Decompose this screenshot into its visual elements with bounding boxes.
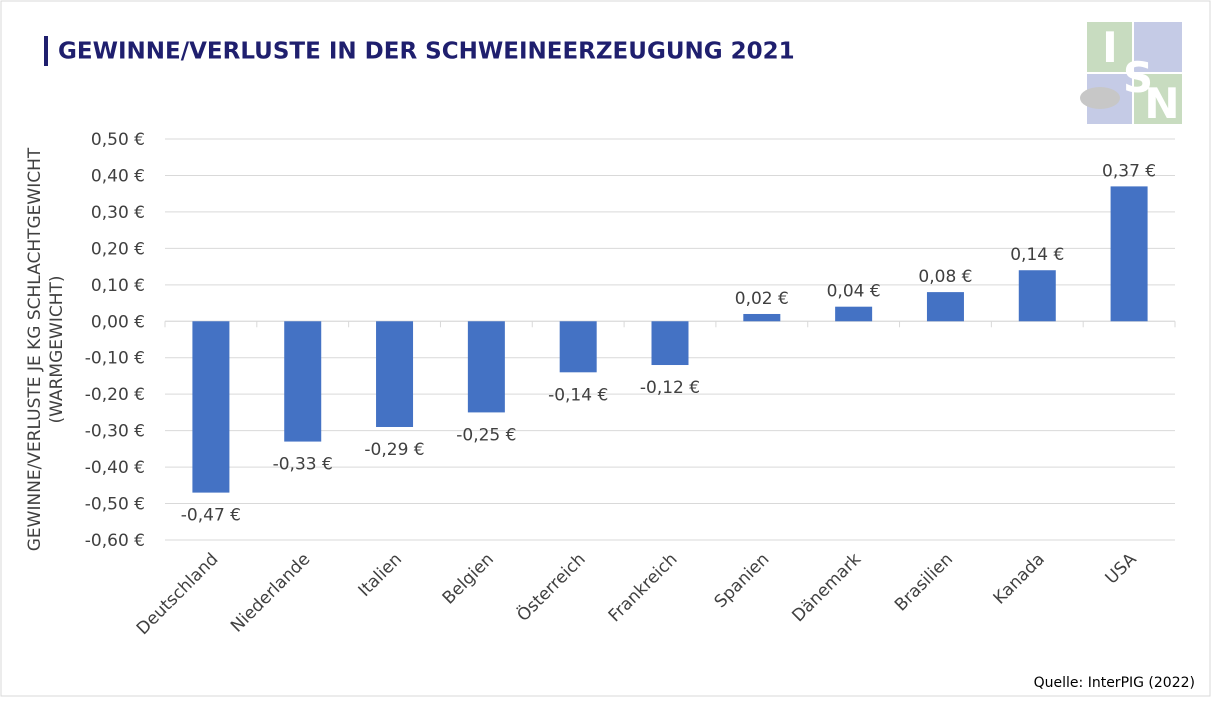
- y-tick-label: -0,60 €: [85, 531, 145, 551]
- value-label: 0,08 €: [918, 267, 972, 287]
- y-tick-label: 0,10 €: [91, 276, 145, 296]
- y-axis-label: GEWINNE/VERLUSTE JE KG SCHLACHTGEWICHT: [25, 147, 45, 551]
- bar: [926, 292, 964, 322]
- bar: [743, 313, 781, 322]
- y-axis-label: (WARMGEWICHT): [47, 275, 67, 423]
- value-label: 0,14 €: [1010, 245, 1064, 265]
- bar: [284, 321, 322, 442]
- logo: I S N: [1080, 22, 1182, 128]
- value-label: -0,33 €: [273, 455, 333, 475]
- y-tick-label: -0,30 €: [85, 422, 145, 442]
- bar: [376, 321, 414, 427]
- logo-letter: S: [1123, 53, 1153, 102]
- title-bar: [44, 36, 48, 66]
- logo-letter: N: [1144, 79, 1179, 128]
- bar: [835, 306, 873, 322]
- y-tick-label: 0,00 €: [91, 312, 145, 332]
- bar: [1110, 186, 1148, 322]
- value-label: 0,02 €: [735, 289, 789, 309]
- logo-letter: I: [1102, 23, 1118, 72]
- y-tick-label: -0,40 €: [85, 458, 145, 478]
- value-label: -0,25 €: [456, 425, 516, 445]
- y-tick-label: -0,20 €: [85, 385, 145, 405]
- y-tick-label: 0,50 €: [91, 130, 145, 150]
- bar: [559, 321, 597, 373]
- value-label: -0,29 €: [364, 440, 424, 460]
- y-tick-label: -0,10 €: [85, 349, 145, 369]
- value-label: -0,14 €: [548, 385, 608, 405]
- bar: [1018, 270, 1056, 322]
- bar: [651, 321, 689, 366]
- y-tick-label: -0,50 €: [85, 495, 145, 515]
- value-label: -0,12 €: [640, 378, 700, 398]
- value-label: -0,47 €: [181, 506, 241, 526]
- y-tick-label: 0,30 €: [91, 203, 145, 223]
- bar: [192, 321, 230, 493]
- bar: [467, 321, 505, 413]
- chart-title: GEWINNE/VERLUSTE IN DER SCHWEINEERZEUGUN…: [58, 39, 795, 65]
- value-label: 0,04 €: [827, 282, 881, 302]
- y-tick-label: 0,40 €: [91, 166, 145, 186]
- source: Quelle: InterPIG (2022): [1034, 675, 1195, 691]
- value-label: 0,37 €: [1102, 161, 1156, 181]
- y-tick-label: 0,20 €: [91, 239, 145, 259]
